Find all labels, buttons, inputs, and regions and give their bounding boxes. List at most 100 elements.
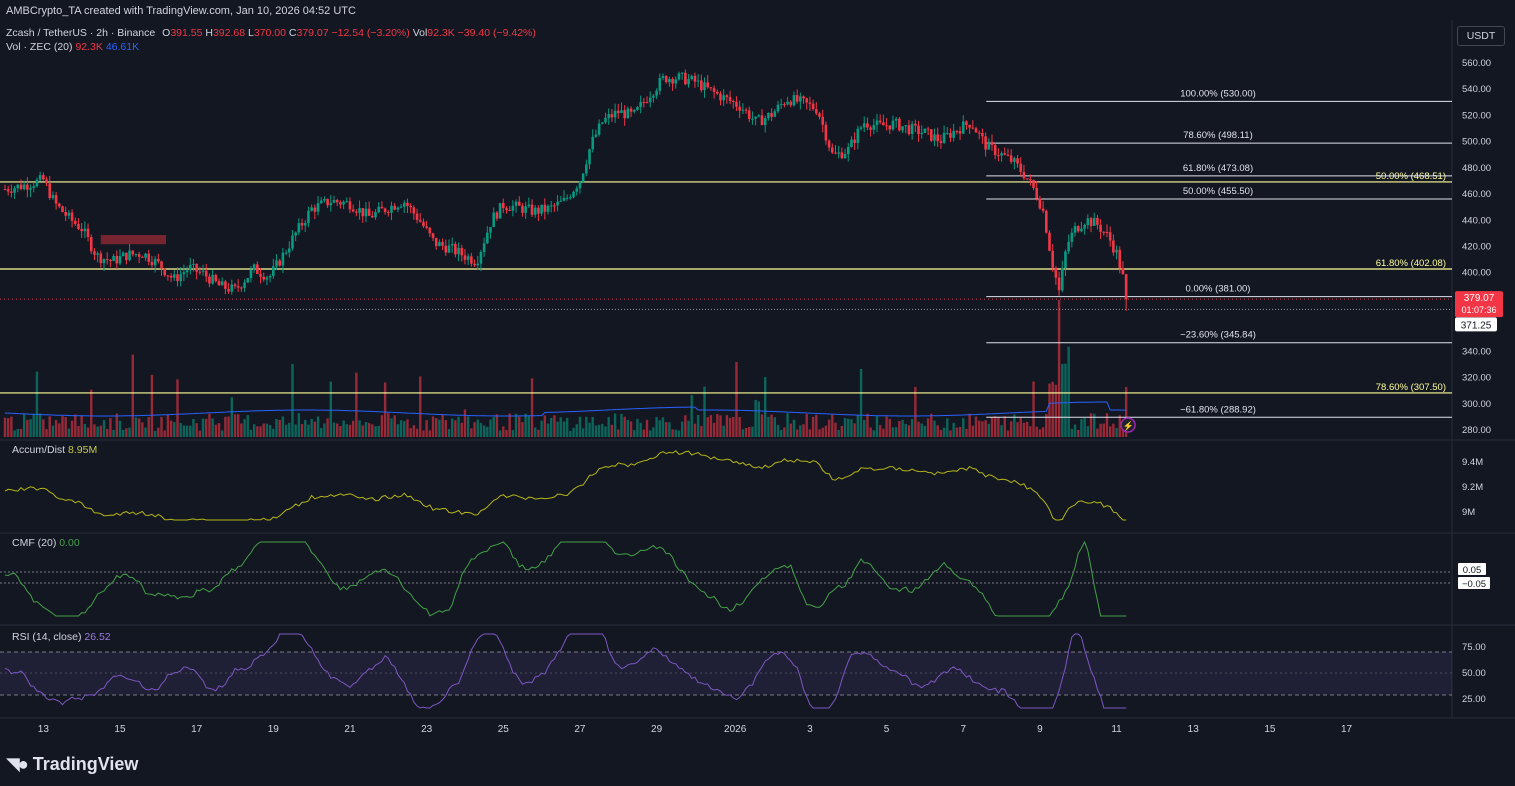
- volume-bar: [910, 418, 914, 437]
- fib-recent-label: 0.00% (381.00): [1186, 284, 1251, 295]
- candle-body: [89, 237, 93, 252]
- candle-body: [770, 113, 773, 117]
- candle-body: [51, 195, 55, 199]
- candle-body: [933, 134, 936, 141]
- candle-body: [220, 281, 224, 286]
- volume-bar: [438, 419, 441, 437]
- candle-body: [134, 254, 138, 256]
- rsi-legend[interactable]: RSI (14, close) 26.52: [12, 631, 111, 643]
- candle-body: [355, 211, 358, 213]
- accum-dist-line: [4, 450, 1127, 521]
- candle-body: [441, 241, 444, 246]
- candle-body: [1108, 232, 1112, 241]
- candle-body: [211, 274, 214, 284]
- candle-body: [217, 281, 221, 286]
- volume-bar: [594, 425, 598, 437]
- candle-body: [901, 126, 904, 131]
- volume-bar: [74, 414, 77, 437]
- volume-bar: [307, 424, 310, 437]
- accum-dist-legend[interactable]: Accum/Dist 8.95M: [12, 444, 97, 456]
- volume-bar: [604, 426, 607, 437]
- time-axis-tick: 13: [1188, 724, 1200, 735]
- price-change: −12.54 (−3.20%): [331, 27, 410, 39]
- time-axis-tick: 11: [1111, 724, 1122, 735]
- volume-bar: [875, 416, 879, 437]
- cmf-legend[interactable]: CMF (20) 0.00: [12, 537, 80, 549]
- accum-dist-title: Accum/Dist: [12, 444, 66, 456]
- time-axis-tick: 27: [574, 724, 586, 735]
- candle-body: [837, 152, 840, 154]
- candle-body: [540, 204, 543, 214]
- volume-bar: [853, 423, 856, 437]
- volume-bar: [735, 361, 738, 437]
- volume-bar: [466, 416, 470, 437]
- candle-body: [984, 136, 987, 150]
- candle-body: [843, 154, 847, 159]
- volume-bar: [502, 426, 505, 437]
- volume-bar: [476, 419, 479, 437]
- candle-body: [428, 227, 432, 234]
- volume-bar: [850, 419, 853, 437]
- volume-bar: [115, 413, 118, 437]
- candle-body: [495, 212, 499, 219]
- volume-bar: [585, 416, 588, 437]
- volume-bar: [51, 425, 55, 437]
- candles: [3, 69, 1128, 312]
- symbol-legend[interactable]: Zcash / TetherUS · 2h · Binance O391.55 …: [6, 27, 536, 39]
- price-axis-tick: 400.00: [1462, 268, 1491, 279]
- candle-body: [45, 179, 48, 184]
- currency-button[interactable]: USDT: [1457, 26, 1505, 46]
- volume-bar: [984, 420, 987, 437]
- candle-body: [102, 259, 106, 264]
- candle-body: [10, 191, 13, 193]
- volume-bar: [121, 429, 125, 437]
- tradingview-logo[interactable]: ◥● TradingView: [6, 754, 138, 775]
- volume-bar: [815, 414, 818, 437]
- candle-body: [805, 98, 809, 103]
- candle-body: [380, 206, 384, 209]
- volume-bar: [649, 430, 652, 437]
- candle-body: [511, 205, 515, 211]
- volume-bar: [179, 422, 182, 437]
- volume-bar: [620, 413, 623, 437]
- candle-body: [1029, 179, 1032, 181]
- volume-bar: [712, 422, 716, 437]
- candle-body: [850, 139, 853, 148]
- volume-bar: [664, 422, 668, 437]
- volume-ma-legend[interactable]: Vol · ZEC (20) 92.3K 46.61K: [6, 41, 139, 53]
- candle-body: [77, 223, 80, 230]
- volume-bar: [6, 418, 10, 437]
- candle-body: [604, 117, 607, 123]
- candle-body: [425, 226, 428, 228]
- volume-bar: [64, 417, 67, 437]
- fib-recent-label: 50.00% (455.50): [1183, 186, 1253, 197]
- volume-bar: [134, 417, 138, 437]
- volume-bar: [613, 413, 617, 437]
- watermark-text: AMBCrypto_TA created with TradingView.co…: [6, 5, 356, 17]
- candle-body: [243, 282, 246, 288]
- candle-body: [661, 76, 665, 78]
- volume-bar: [687, 420, 690, 437]
- volume-bar: [920, 423, 923, 437]
- volume-bar: [441, 414, 444, 437]
- candle-body: [137, 254, 141, 257]
- candle-body: [754, 116, 757, 119]
- candle-body: [208, 276, 211, 284]
- volume-bar: [607, 417, 610, 437]
- volume-bar: [1099, 423, 1102, 437]
- candle-body: [300, 223, 304, 226]
- candle-body: [565, 197, 569, 199]
- volume-bar: [1016, 422, 1019, 437]
- volume-bar: [182, 425, 186, 437]
- candle-body: [6, 189, 10, 192]
- volume-bar: [284, 424, 288, 437]
- candle-body: [457, 247, 460, 255]
- candle-body: [846, 147, 850, 155]
- ohlc-close: C379.07: [288, 27, 329, 39]
- candle-body: [866, 123, 869, 128]
- candle-body: [227, 288, 230, 292]
- volume-ma-line: [4, 401, 1127, 417]
- candle-body: [811, 103, 815, 110]
- volume-bar: [894, 427, 898, 437]
